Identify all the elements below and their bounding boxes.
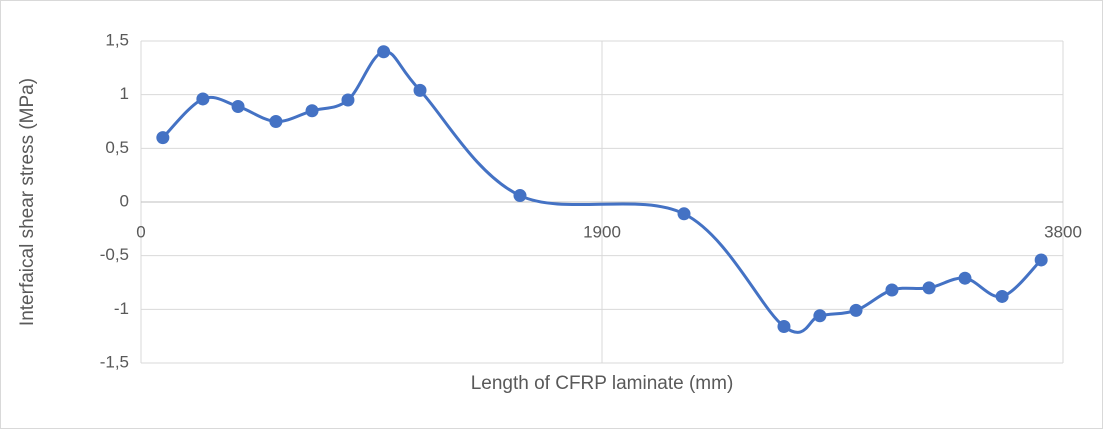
marker (958, 271, 972, 285)
marker (677, 207, 691, 221)
marker (813, 309, 827, 323)
marker (413, 83, 427, 97)
marker (922, 281, 936, 295)
marker (885, 283, 899, 297)
y-tick-label: -1,5 (100, 352, 129, 371)
y-tick-label: -1 (114, 299, 129, 318)
y-tick-label: 1,5 (105, 30, 129, 49)
marker (231, 99, 245, 113)
x-tick-label: 0 (136, 222, 145, 241)
y-axis-title: Interfaical shear stress (MPa) (17, 78, 38, 326)
x-axis-title: Length of CFRP laminate (mm) (471, 373, 734, 394)
marker (196, 92, 210, 106)
y-tick-label: 0 (120, 191, 129, 210)
x-tick-label: 1900 (583, 222, 621, 241)
marker (777, 320, 791, 334)
marker (156, 131, 170, 145)
marker (513, 189, 527, 203)
x-tick-label: 3800 (1044, 222, 1082, 241)
y-tick-label: -0,5 (100, 245, 129, 264)
marker (849, 303, 863, 317)
marker (305, 104, 319, 118)
marker (341, 93, 355, 107)
marker (269, 115, 283, 128)
y-tick-label: 0,5 (105, 138, 129, 157)
marker (995, 289, 1009, 303)
y-tick-label: 1 (120, 84, 129, 103)
marker (377, 45, 391, 59)
marker (1034, 253, 1048, 267)
